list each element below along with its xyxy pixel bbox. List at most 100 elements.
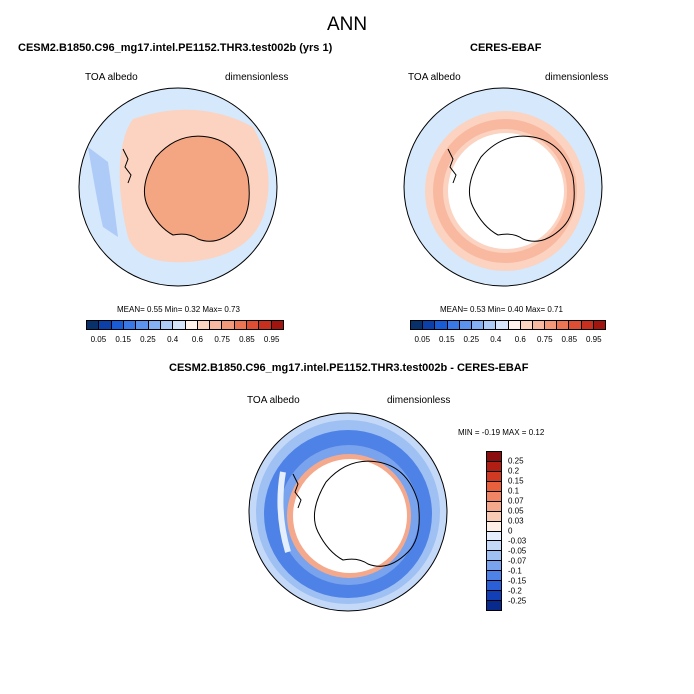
colorbar-tick-label: 0.2	[508, 466, 520, 476]
diff-patch-left	[277, 471, 291, 553]
colorbar-tick-label: -0.1	[508, 566, 522, 576]
antarctic-high-albedo	[144, 136, 250, 242]
low-albedo-patch	[88, 147, 118, 237]
colorbar-swatch	[247, 321, 260, 329]
colorbar-swatch	[259, 321, 272, 329]
colorbar-tick-label: 0.05	[508, 506, 524, 516]
colorbar-swatch	[487, 471, 501, 482]
right-stats: MEAN= 0.53 Min= 0.40 Max= 0.71	[440, 305, 563, 314]
colorbar-swatch	[484, 321, 497, 329]
colorbar-swatch	[487, 521, 501, 532]
colorbar-swatch	[459, 321, 472, 329]
left-variable-label: TOA albedo	[85, 72, 138, 83]
colorbar-swatch	[487, 531, 501, 542]
colorbar-swatch	[487, 601, 501, 610]
colorbar-swatch	[99, 321, 112, 329]
colorbar-swatch	[557, 321, 570, 329]
colorbar-tick-label: 0.75	[214, 335, 230, 344]
colorbar-swatch	[487, 581, 501, 592]
colorbar-swatch	[222, 321, 235, 329]
colorbar-swatch	[487, 561, 501, 572]
map-border	[403, 87, 603, 287]
colorbar-tick-label: 0.05	[414, 335, 431, 344]
colorbar-swatch	[487, 452, 501, 462]
colorbar-swatch	[111, 321, 124, 329]
colorbar-swatch	[173, 321, 186, 329]
colorbar-tick-label: -0.15	[508, 576, 527, 586]
right-units-label: dimensionless	[545, 72, 609, 83]
left-colorbar-ticks: 0.05 0.15 0.25 0.4 0.6 0.75 0.85 0.95	[86, 335, 284, 345]
diff-variable-label: TOA albedo	[247, 395, 300, 406]
colorbar-tick-label: 0.15	[438, 335, 455, 344]
missing-data-region	[448, 133, 564, 249]
colorbar-swatch	[123, 321, 137, 329]
antarctica-coastline	[122, 135, 250, 242]
colorbar-swatch	[487, 591, 501, 602]
left-panel-title: CESM2.B1850.C96_mg17.intel.PE1152.THR3.t…	[18, 42, 333, 54]
diff-units-label: dimensionless	[387, 395, 451, 406]
colorbar-swatch	[581, 321, 594, 329]
colorbar-tick-label: 0.05	[90, 335, 107, 344]
colorbar-tick-label: -0.03	[508, 536, 527, 546]
antarctica-coastline	[447, 135, 575, 242]
right-polar-map	[403, 87, 603, 287]
colorbar-tick-label: 0.4	[490, 335, 502, 344]
colorbar-tick-label: 0.6	[514, 335, 526, 344]
colorbar-swatch	[487, 461, 501, 472]
colorbar-tick-label: 0.95	[585, 335, 602, 344]
colorbar-tick-label: 0.95	[263, 335, 280, 344]
colorbar-swatch	[411, 321, 424, 329]
left-colorbar	[86, 320, 284, 330]
diff-stats: MIN = -0.19 MAX = 0.12	[458, 428, 545, 437]
colorbar-tick-label: 0.07	[508, 496, 524, 506]
colorbar-swatch	[520, 321, 533, 329]
colorbar-tick-label: 0.4	[167, 335, 179, 344]
colorbar-swatch	[160, 321, 174, 329]
colorbar-swatch	[435, 321, 448, 329]
colorbar-swatch	[234, 321, 248, 329]
colorbar-swatch	[210, 321, 223, 329]
right-variable-label: TOA albedo	[408, 72, 461, 83]
colorbar-tick-label: 0.85	[239, 335, 255, 344]
colorbar-tick-label: 0.15	[508, 476, 524, 486]
colorbar-swatch	[508, 321, 521, 329]
colorbar-swatch	[496, 321, 509, 329]
colorbar-tick-label: 0.75	[536, 335, 553, 344]
figure-title: ANN	[326, 14, 368, 35]
colorbar-tick-label: 0.25	[140, 335, 156, 344]
left-stats: MEAN= 0.55 Min= 0.32 Max= 0.73	[117, 305, 240, 314]
colorbar-swatch	[197, 321, 211, 329]
left-units-label: dimensionless	[225, 72, 289, 83]
colorbar-swatch	[487, 491, 501, 502]
left-polar-map	[78, 87, 278, 287]
colorbar-tick-label: 0.25	[508, 456, 524, 466]
diff-colorbar	[486, 451, 502, 611]
colorbar-tick-label: 0	[508, 526, 513, 536]
diff-polar-map	[248, 412, 448, 612]
right-panel-title: CERES-EBAF	[470, 42, 542, 54]
colorbar-swatch	[545, 321, 558, 329]
colorbar-tick-label: -0.05	[508, 546, 527, 556]
colorbar-tick-label: 0.25	[463, 335, 480, 344]
antarctica-coastline	[292, 460, 420, 567]
colorbar-tick-label: 0.15	[115, 335, 131, 344]
colorbar-swatch	[447, 321, 460, 329]
colorbar-swatch	[471, 321, 485, 329]
right-colorbar	[410, 320, 606, 330]
colorbar-swatch	[423, 321, 436, 329]
colorbar-tick-label: -0.07	[508, 556, 527, 566]
colorbar-tick-label: 0.6	[191, 335, 203, 344]
colorbar-swatch	[569, 321, 582, 329]
colorbar-swatch	[271, 321, 283, 329]
right-colorbar-ticks: 0.05 0.15 0.25 0.4 0.6 0.75 0.85 0.95	[410, 335, 606, 345]
colorbar-swatch	[487, 511, 501, 522]
colorbar-tick-label: 0.85	[561, 335, 578, 344]
colorbar-tick-label: -0.2	[508, 586, 522, 596]
colorbar-swatch	[487, 551, 501, 562]
colorbar-swatch	[148, 321, 161, 329]
colorbar-tick-label: 0.1	[508, 486, 520, 496]
colorbar-swatch	[532, 321, 546, 329]
colorbar-swatch	[136, 321, 149, 329]
missing-data-region	[293, 459, 407, 573]
map-border	[248, 412, 448, 612]
